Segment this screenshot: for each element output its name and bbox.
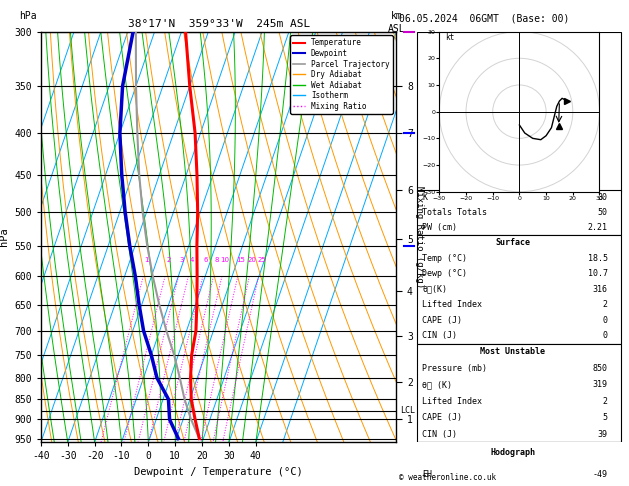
Legend: Temperature, Dewpoint, Parcel Trajectory, Dry Adiabat, Wet Adiabat, Isotherm, Mi: Temperature, Dewpoint, Parcel Trajectory… (291, 35, 392, 114)
Text: PW (cm): PW (cm) (422, 223, 457, 232)
Text: 2: 2 (603, 397, 608, 406)
Text: θᴄ (K): θᴄ (K) (422, 380, 452, 389)
X-axis label: Dewpoint / Temperature (°C): Dewpoint / Temperature (°C) (135, 467, 303, 477)
Text: km: km (391, 11, 403, 21)
Text: 316: 316 (593, 285, 608, 294)
Text: 3: 3 (179, 257, 184, 263)
Text: 6: 6 (204, 257, 208, 263)
Text: 0: 0 (603, 316, 608, 325)
Text: 10.7: 10.7 (587, 269, 608, 278)
Text: 15: 15 (237, 257, 245, 263)
Text: Temp (°C): Temp (°C) (422, 254, 467, 263)
Text: -49: -49 (593, 470, 608, 479)
Bar (418, 235, 621, 344)
Text: 18.5: 18.5 (587, 254, 608, 263)
Text: 8: 8 (214, 257, 219, 263)
Text: Totals Totals: Totals Totals (422, 208, 487, 217)
Text: 2: 2 (603, 300, 608, 309)
Text: EH: EH (422, 470, 432, 479)
Text: LCL: LCL (400, 406, 415, 415)
Text: 2: 2 (166, 257, 170, 263)
Text: hPa: hPa (19, 12, 36, 21)
Text: 5: 5 (603, 413, 608, 422)
Text: 50: 50 (598, 208, 608, 217)
Text: Hodograph: Hodograph (490, 449, 535, 457)
Y-axis label: Mixing Ratio (g/kg): Mixing Ratio (g/kg) (415, 186, 424, 288)
Text: Dewp (°C): Dewp (°C) (422, 269, 467, 278)
Text: Lifted Index: Lifted Index (422, 397, 482, 406)
Text: 06.05.2024  06GMT  (Base: 00): 06.05.2024 06GMT (Base: 00) (399, 14, 570, 24)
Text: 2.21: 2.21 (587, 223, 608, 232)
Text: 30: 30 (598, 193, 608, 202)
Text: © weatheronline.co.uk: © weatheronline.co.uk (399, 473, 496, 482)
Text: 850: 850 (593, 364, 608, 373)
Bar (418, 190, 621, 235)
Text: CIN (J): CIN (J) (422, 430, 457, 438)
Y-axis label: hPa: hPa (0, 227, 9, 246)
Text: 1: 1 (145, 257, 149, 263)
Title: 38°17'N  359°33'W  245m ASL: 38°17'N 359°33'W 245m ASL (128, 19, 310, 30)
Text: Most Unstable: Most Unstable (480, 347, 545, 356)
Text: ASL: ASL (387, 24, 405, 34)
Bar (418, 32, 621, 192)
Text: CAPE (J): CAPE (J) (422, 316, 462, 325)
Text: CAPE (J): CAPE (J) (422, 413, 462, 422)
Text: 319: 319 (593, 380, 608, 389)
Text: 0: 0 (603, 331, 608, 340)
Text: Lifted Index: Lifted Index (422, 300, 482, 309)
Text: Surface: Surface (495, 238, 530, 247)
Text: CIN (J): CIN (J) (422, 331, 457, 340)
Text: θᴄ(K): θᴄ(K) (422, 285, 447, 294)
Bar (418, 344, 621, 442)
Text: 25: 25 (257, 257, 266, 263)
Text: 39: 39 (598, 430, 608, 438)
Text: K: K (422, 193, 427, 202)
Bar (418, 442, 621, 486)
Text: 20: 20 (248, 257, 257, 263)
Text: 4: 4 (189, 257, 194, 263)
Text: Pressure (mb): Pressure (mb) (422, 364, 487, 373)
Text: 10: 10 (221, 257, 230, 263)
